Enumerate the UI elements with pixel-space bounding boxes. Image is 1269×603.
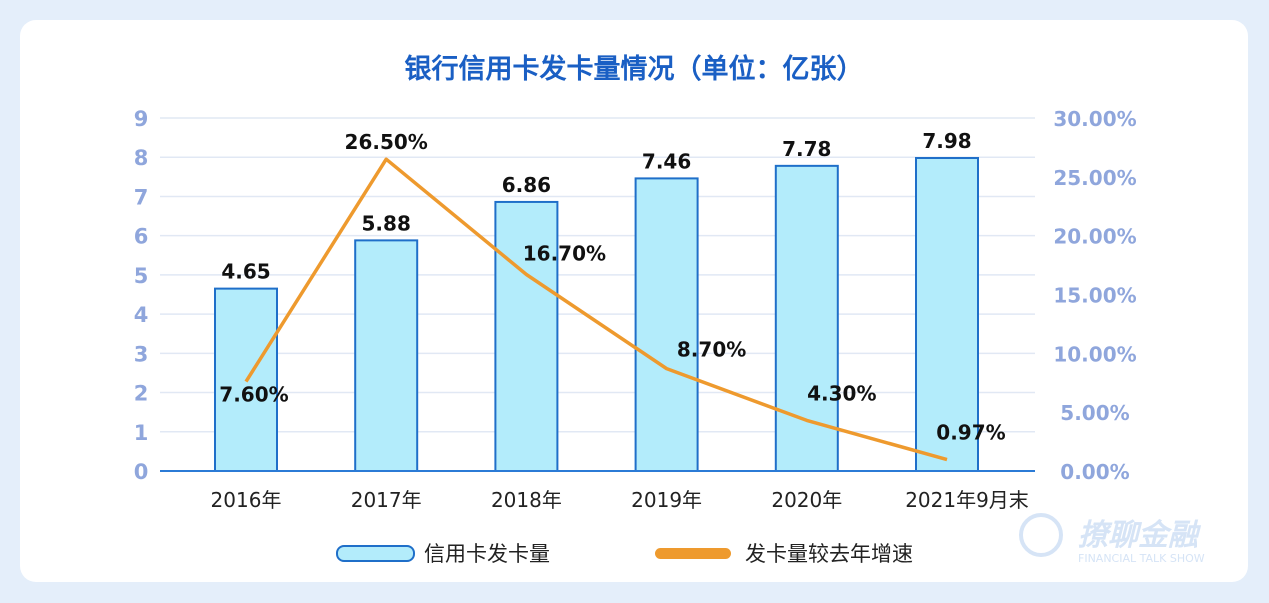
bar [634, 177, 699, 472]
line-data-label: 7.60% [219, 383, 288, 407]
bar [354, 239, 419, 472]
y-left-tick-label: 0 [134, 460, 149, 484]
chart-title: 银行信用卡发卡量情况（单位：亿张） [405, 53, 864, 85]
bar [915, 157, 979, 473]
line-data-label: 8.70% [677, 338, 746, 362]
bar-data-label: 7.78 [782, 137, 831, 161]
bar-data-label: 7.46 [642, 149, 691, 173]
legend-line-swatch [655, 548, 731, 559]
y-left-tick-label: 8 [134, 146, 149, 170]
bar-data-label: 6.86 [502, 173, 551, 197]
y-right-tick-label: 5.00% [1060, 401, 1129, 425]
growth-line [244, 157, 948, 462]
y-right-tick-label: 20.00% [1053, 225, 1136, 249]
watermark-subtitle: FINANCIAL TALK SHOW [1078, 552, 1205, 565]
bar-data-label: 4.65 [221, 260, 270, 284]
y-left-tick-label: 3 [134, 342, 149, 366]
y-right-tick-label: 15.00% [1053, 284, 1136, 308]
bar-data-label: 5.88 [362, 211, 411, 235]
y-right-tick-label: 10.00% [1053, 342, 1136, 366]
y-left-tick-label: 7 [134, 185, 149, 209]
line-data-label: 16.70% [523, 241, 606, 265]
bar [494, 200, 559, 473]
y-left-tick-label: 2 [134, 382, 149, 406]
line-data-label: 4.30% [807, 381, 876, 405]
x-tick-label: 2018年 [491, 488, 562, 512]
y-right-tick-label: 0.00% [1060, 460, 1129, 484]
y-left-tick-label: 6 [134, 225, 149, 249]
x-tick-label: 2019年 [631, 488, 702, 512]
legend-bar-swatch [336, 545, 415, 562]
legend-line-label: 发卡量较去年增速 [745, 542, 913, 566]
x-tick-label: 2016年 [211, 488, 282, 512]
bar-data-label: 7.98 [922, 129, 971, 153]
x-tick-label: 2020年 [771, 488, 842, 512]
y-right-tick-label: 25.00% [1053, 166, 1136, 190]
watermark-title: 撩聊金融 [1078, 518, 1202, 553]
y-left-tick-label: 9 [134, 107, 149, 131]
x-tick-label: 2017年 [351, 488, 422, 512]
y-left-tick-label: 5 [134, 264, 149, 288]
line-data-label: 26.50% [345, 130, 428, 154]
watermark-logo-icon [1019, 513, 1063, 557]
x-tick-label: 2021年9月末 [905, 488, 1029, 512]
line-data-label: 0.97% [936, 421, 1005, 445]
y-left-tick-label: 1 [134, 421, 149, 445]
y-left-tick-label: 4 [134, 303, 149, 327]
y-right-tick-label: 30.00% [1053, 107, 1136, 131]
legend-bar-label: 信用卡发卡量 [424, 542, 550, 566]
